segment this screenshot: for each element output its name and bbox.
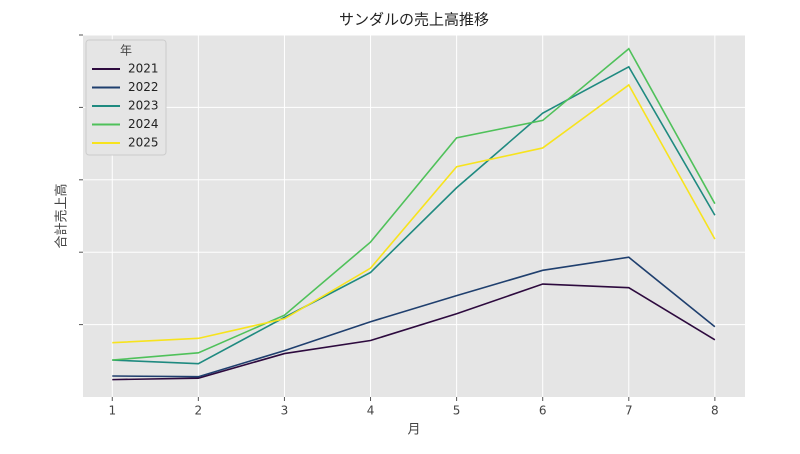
x-tick-label: 2 — [195, 404, 203, 418]
series-line — [112, 47, 716, 361]
legend-title: 年 — [120, 44, 132, 58]
series-line — [112, 283, 716, 381]
x-tick-label: 1 — [108, 404, 116, 418]
series-line — [112, 65, 716, 365]
legend: 年 2021 2022 2023 2024 2025 — [85, 39, 167, 156]
legend-label: 2023 — [128, 99, 159, 113]
legend-label: 2021 — [128, 62, 159, 76]
x-axis-label: 月 — [407, 423, 420, 438]
chart-title: サンダルの売上高推移 — [339, 11, 489, 29]
legend-label: 2024 — [128, 117, 159, 131]
y-axis-label: 合計売上高 — [54, 183, 70, 248]
series-line — [112, 83, 716, 344]
x-tick-label: 8 — [711, 404, 719, 418]
x-tick-label: 4 — [367, 404, 375, 418]
x-tick-label: 7 — [625, 404, 633, 418]
x-tick-label: 5 — [453, 404, 461, 418]
x-tick-label: 3 — [281, 404, 289, 418]
x-tick-label: 6 — [539, 404, 547, 418]
legend-label: 2022 — [128, 80, 159, 94]
legend-label: 2025 — [128, 136, 159, 150]
series-line — [112, 256, 716, 378]
